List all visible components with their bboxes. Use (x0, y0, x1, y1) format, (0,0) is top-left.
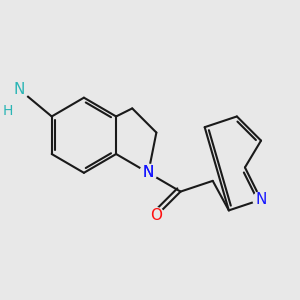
Circle shape (140, 164, 157, 182)
Text: N: N (255, 192, 267, 207)
Text: N: N (142, 165, 154, 180)
Text: N: N (142, 165, 154, 180)
Circle shape (10, 80, 29, 99)
Text: N: N (14, 82, 25, 97)
Circle shape (148, 208, 164, 224)
Text: H: H (2, 104, 13, 118)
Text: O: O (150, 208, 162, 223)
Circle shape (253, 192, 269, 208)
